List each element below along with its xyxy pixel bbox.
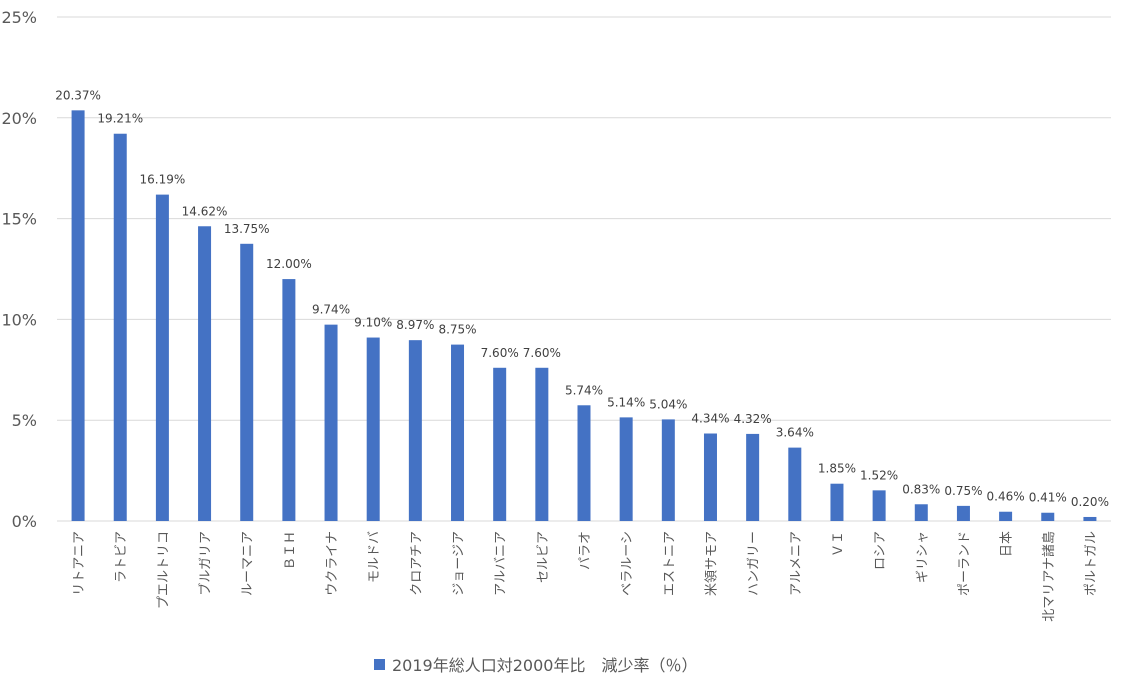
data-label: 5.04% <box>649 397 687 411</box>
bars <box>71 110 1097 522</box>
x-category-label: パラオ <box>578 531 593 570</box>
data-label: 16.19% <box>140 173 186 187</box>
bar <box>661 419 675 521</box>
bar <box>999 511 1013 521</box>
x-category-label: ポーランド <box>957 531 972 596</box>
data-label: 9.74% <box>312 303 350 317</box>
bar <box>451 344 465 521</box>
bar <box>788 447 802 521</box>
bar <box>1083 516 1097 521</box>
data-label: 4.32% <box>734 412 772 426</box>
x-category-label: 日本 <box>1000 531 1015 557</box>
x-category-label: セルビア <box>536 531 551 583</box>
x-category-label: アルメニア <box>789 531 804 596</box>
x-category-label: ポルトガル <box>1084 531 1099 596</box>
data-label: 9.10% <box>354 316 392 330</box>
data-labels: 20.37% 19.21% 16.19% 14.62% 13.75% 12.00% 9.74… <box>55 88 1109 509</box>
bar <box>113 133 127 522</box>
x-category-label: ロシア <box>873 531 888 570</box>
y-tick-label: 20% <box>1 109 37 128</box>
bar <box>956 505 970 521</box>
bar <box>914 504 928 521</box>
x-category-label: モルドバ <box>367 531 382 583</box>
legend: 2019年総人口対2000年比 減少率（％） <box>374 652 697 676</box>
x-axis: リトアニア ラトビア プエルトリコ ブルガリア ルーマニア ＢＩＨ ウクライナ モルドバ クロア… <box>72 531 1099 622</box>
y-tick-label: 0% <box>12 512 37 531</box>
bar <box>577 405 591 521</box>
x-category-label: ギリシャ <box>915 531 930 583</box>
x-category-label: ベラルーシ <box>620 531 635 596</box>
y-tick-label: 5% <box>12 411 37 430</box>
bar <box>408 340 422 521</box>
bar <box>493 367 507 521</box>
x-category-label: ハンガリー <box>747 531 762 596</box>
data-label: 0.83% <box>902 482 940 496</box>
data-label: 13.75% <box>224 222 270 236</box>
x-category-label: リトアニア <box>72 531 87 596</box>
y-axis: 0% 5% 10% 15% 20% 25% <box>1 8 37 531</box>
legend-swatch <box>374 658 385 670</box>
data-label: 1.85% <box>818 462 856 476</box>
data-label: 7.60% <box>481 346 519 360</box>
data-label: 12.00% <box>266 257 312 271</box>
x-category-label: アルバニア <box>494 531 509 596</box>
data-label: 1.52% <box>860 468 898 482</box>
x-category-label: ＶＩ <box>831 531 846 557</box>
data-label: 19.21% <box>97 112 143 126</box>
data-label: 0.75% <box>944 484 982 498</box>
data-label: 0.46% <box>987 490 1025 504</box>
data-label: 14.62% <box>182 204 228 218</box>
x-category-label: クロアチア <box>409 531 424 596</box>
bar <box>240 243 254 522</box>
bar <box>71 110 85 522</box>
bar <box>324 324 338 521</box>
x-category-label: プエルトリコ <box>156 531 171 609</box>
y-tick-label: 15% <box>1 210 37 229</box>
bar <box>535 367 549 521</box>
bar <box>155 194 169 521</box>
data-label: 8.97% <box>396 318 434 332</box>
bar <box>872 490 886 521</box>
x-category-label: ブルガリア <box>198 531 214 596</box>
bar <box>1041 512 1055 521</box>
data-label: 5.14% <box>607 395 645 409</box>
data-label: 5.74% <box>565 383 603 397</box>
bar <box>746 433 760 521</box>
gridlines <box>57 16 1111 522</box>
y-tick-label: 25% <box>1 8 37 27</box>
data-label: 3.64% <box>776 426 814 440</box>
x-category-label: ＢＩＨ <box>283 531 298 570</box>
legend-label: 2019年総人口対2000年比 減少率（％） <box>392 656 698 675</box>
data-label: 4.34% <box>691 412 729 426</box>
x-category-label: 北マリアナ諸島 <box>1041 531 1057 622</box>
x-category-label: エストニア <box>662 531 677 596</box>
bar <box>366 337 380 521</box>
data-label: 0.41% <box>1029 491 1067 505</box>
x-category-label: ルーマニア <box>241 531 256 596</box>
bar <box>198 226 212 521</box>
y-tick-label: 10% <box>1 310 37 329</box>
data-label: 20.37% <box>55 88 101 102</box>
x-category-label: ウクライナ <box>325 531 340 596</box>
data-label: 8.75% <box>438 323 476 337</box>
data-label: 0.20% <box>1071 495 1109 509</box>
x-category-label: 米領サモア <box>703 531 719 596</box>
bar <box>703 433 717 521</box>
x-category-label: ジョージア <box>452 531 467 596</box>
x-category-label: ラトビア <box>114 531 129 583</box>
data-label: 7.60% <box>523 346 561 360</box>
bar <box>282 279 296 521</box>
bar <box>830 483 844 521</box>
bar <box>619 417 633 521</box>
